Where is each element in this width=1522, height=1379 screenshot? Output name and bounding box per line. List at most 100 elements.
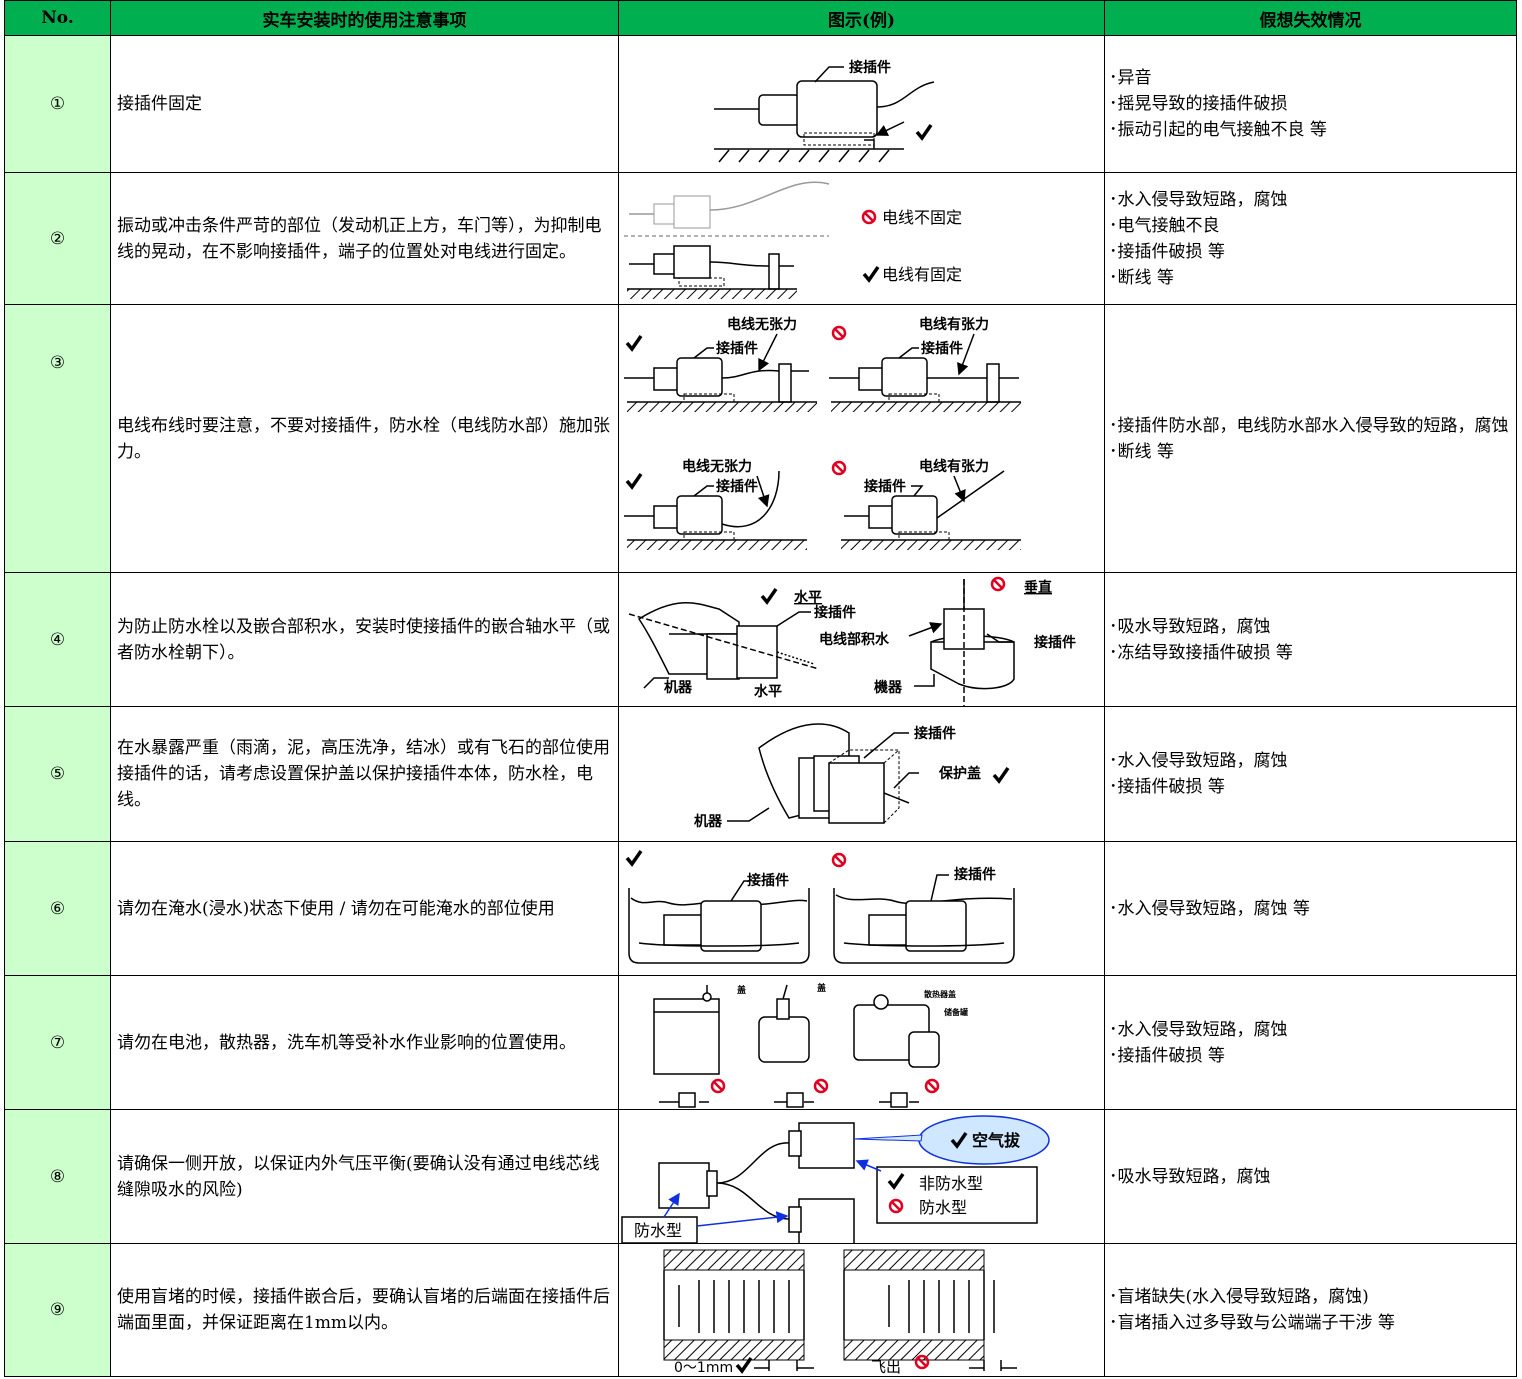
failure-item: ･吸水导致短路，腐蚀 [1109, 616, 1271, 637]
failure-cell: ･吸水导致短路，腐蚀 [1104, 1109, 1517, 1244]
precaution-cell: 在水暴露严重（雨滴，泥，高压洗净，结冰）或有飞石的部位使用接插件的话，请考虑设置… [110, 706, 619, 842]
precaution-cell: 请勿在淹水(浸水)状态下使用 / 请勿在可能淹水的部位使用 [110, 841, 619, 976]
header-cell: 图示(例) [618, 0, 1105, 36]
row: ④ 为防止防水栓以及嵌合部积水，安装时使接插件的嵌合轴水平（或者防水栓朝下）。 … [4, 572, 1517, 707]
no-cell: ④ [4, 572, 111, 707]
failure-item: ･接插件破损 等 [1109, 241, 1225, 262]
figure-label: 防水型 [634, 1221, 682, 1240]
figure-label: 飞出 [871, 1358, 901, 1376]
precaution-cell: 请确保一侧开放，以保证内外气压平衡(要确认没有通过电线芯线缝隙吸水的风险) [110, 1109, 619, 1244]
figure-label: 机器 [664, 679, 693, 696]
figure-label: 接插件 [849, 59, 891, 76]
figure-cell: 水平 接插件 电线部积水 机器 水平 垂直 接插件 機器 [618, 572, 1105, 707]
figure-cell: 接插件 接插件 [618, 841, 1105, 976]
diagram-b: 电线有张力 接插件 [829, 316, 1021, 412]
row: ② 振动或冲击条件严苛的部位（发动机正上方，车门等），为抑制电线的晃动，在不影响… [4, 172, 1517, 305]
figure-cell: 电线不固定 电线有固定 [618, 172, 1105, 305]
figure-label: 接插件 [716, 478, 758, 495]
figure-cell: 接插件 保护盖 机器 [618, 706, 1105, 842]
failure-item: ･摇晃导致的接插件破损 [1109, 94, 1288, 114]
figure-label: 機器 [874, 679, 903, 696]
precaution-cell: 振动或冲击条件严苛的部位（发动机正上方，车门等），为抑制电线的晃动，在不影响接插… [110, 172, 619, 305]
failure-cell: ･水入侵导致短路，腐蚀 等 [1104, 841, 1517, 976]
figure-label: 接插件 [914, 725, 956, 742]
failure-cell: ･水入侵导致短路，腐蚀 ･电气接触不良 ･接插件破损 等 ･断线 等 [1104, 172, 1517, 305]
figure-label: 水平 [794, 589, 822, 606]
failure-item: ･异音 [1109, 68, 1152, 88]
failure-item: ･断线 等 [1109, 267, 1174, 288]
diagram-a: 电线无张力 接插件 [624, 316, 817, 412]
no-cell: ⑤ [4, 706, 111, 842]
figure-label: 储备罐 [943, 1007, 968, 1017]
failure-item: ･接插件防水部，电线防水部水入侵导致的短路，腐蚀 [1109, 415, 1509, 436]
figure-label: 空气拔 [972, 1131, 1021, 1150]
header-row: No. 实车安装时的使用注意事项 图示(例) 假想失效情况 [4, 0, 1517, 36]
figure-label: 接插件 [864, 478, 906, 495]
figure: 电线无张力 接插件 电线有张力 接插件 电线无张力 接插件 电线有张力 接插件 [624, 316, 1021, 550]
figure-label: 接插件 [954, 866, 996, 883]
failure-item: ･吸水导致短路，腐蚀 [1109, 1166, 1271, 1187]
row: ① 接插件固定 接插件 ･异音 ･摇晃导致的接插件破损 ･振动引起的电气接触不良 等 [4, 35, 1517, 173]
figure: 接插件 [714, 59, 935, 162]
figure-label: 散热器盖 [924, 989, 956, 999]
row: ⑦ 请勿在电池，散热器，洗车机等受补水作业影响的位置使用。 盖 盖 散热器盖 储… [4, 975, 1517, 1110]
precaution-cell: 电线布线时要注意，不要对接插件，防水栓（电线防水部）施加张力。 [110, 304, 619, 573]
row: ⑤ 在水暴露严重（雨滴，泥，高压洗净，结冰）或有飞石的部位使用接插件的话，请考虑… [4, 706, 1517, 842]
failure-item: ･水入侵导致短路，腐蚀 [1109, 189, 1288, 210]
precaution-table: No. 实车安装时的使用注意事项 图示(例) 假想失效情况 ① 接插件固定 接插… [4, 0, 1517, 1377]
failure-item: ･断线 等 [1109, 441, 1174, 462]
no-cell: ② [4, 172, 111, 305]
failure-item: ･接插件破损 等 [1109, 777, 1225, 797]
failure-item: ･接插件破损 等 [1109, 1045, 1225, 1066]
failure-item: ･电气接触不良 [1109, 215, 1220, 236]
header-cell: 假想失效情况 [1104, 0, 1517, 36]
failure-item: ･水入侵导致短路，腐蚀 [1109, 1019, 1288, 1040]
failure-cell: ･水入侵导致短路，腐蚀 ･接插件破损 等 [1104, 706, 1517, 842]
precaution-cell: 请勿在电池，散热器，洗车机等受补水作业影响的位置使用。 [110, 975, 619, 1110]
figure: 水平 接插件 电线部积水 机器 水平 垂直 接插件 機器 [628, 576, 1076, 706]
failure-item: ･盲堵缺失(水入侵导致短路，腐蚀) [1109, 1287, 1369, 1307]
figure: 0～1mm 飞出 [663, 1249, 1017, 1376]
no-cell: ⑨ [4, 1243, 111, 1377]
figure-label: 防水型 [919, 1198, 967, 1217]
figure-label: 非防水型 [919, 1174, 983, 1193]
failure-cell: ･接插件防水部，电线防水部水入侵导致的短路，腐蚀 ･断线 等 [1104, 304, 1517, 573]
figure: 空气拔 非防水型 防水型 防水型 [621, 1114, 1050, 1243]
failure-cell: ･异音 ･摇晃导致的接插件破损 ･振动引起的电气接触不良 等 [1104, 35, 1517, 173]
header-cell: No. [4, 0, 111, 36]
figure-label: 接插件 [814, 604, 856, 621]
figure-label: 电线无张力 [727, 316, 797, 333]
row: ⑥ 请勿在淹水(浸水)状态下使用 / 请勿在可能淹水的部位使用 接插件 接插件 … [4, 841, 1517, 976]
figure-label: 接插件 [921, 340, 963, 357]
figure: 接插件 接插件 [625, 848, 1015, 964]
no-cell: ⑥ [4, 841, 111, 976]
drip-row [659, 1078, 940, 1108]
failure-item: ･水入侵导致短路，腐蚀 [1109, 751, 1288, 771]
figure-label: 盖 [737, 984, 746, 996]
figure-label: 电线部积水 [819, 631, 890, 648]
header-cell: 实车安装时的使用注意事项 [110, 0, 619, 36]
figure-label: 接插件 [747, 872, 789, 889]
failure-item: ･振动引起的电气接触不良 等 [1109, 120, 1327, 140]
figure-label: 保护盖 [938, 765, 981, 782]
no-cell: ⑦ [4, 975, 111, 1110]
figure-label: 0～1mm [674, 1360, 733, 1376]
figure-label: 垂直 [1024, 579, 1052, 596]
no-cell: ③ [4, 304, 111, 573]
row: ⑧ 请确保一侧开放，以保证内外气压平衡(要确认没有通过电线芯线缝隙吸水的风险) … [4, 1109, 1517, 1244]
row: ⑨ 使用盲堵的时候，接插件嵌合后，要确认盲堵的后端面在接插件后端面里面，并保证距… [4, 1243, 1517, 1377]
failure-cell: ･盲堵缺失(水入侵导致短路，腐蚀) ･盲堵插入过多导致与公端端子干涉 等 [1104, 1243, 1517, 1377]
precaution-cell: 为防止防水栓以及嵌合部积水，安装时使接插件的嵌合轴水平（或者防水栓朝下）。 [110, 572, 619, 707]
figure-label: 电线无张力 [682, 458, 752, 475]
diagram-d: 电线有张力 接插件 [831, 458, 1021, 550]
figure: 接插件 保护盖 机器 [694, 722, 1010, 830]
no-cell: ⑧ [4, 1109, 111, 1244]
figure-label: 盖 [817, 982, 826, 994]
no-cell: ① [4, 35, 111, 173]
figure: 盖 盖 散热器盖 储备罐 [653, 982, 968, 1108]
figure-cell: 接插件 [618, 35, 1105, 173]
failure-item: ･水入侵导致短路，腐蚀 等 [1109, 898, 1310, 919]
precaution-cell: 使用盲堵的时候，接插件嵌合后，要确认盲堵的后端面在接插件后端面里面，并保证距离在… [110, 1243, 619, 1377]
failure-cell: ･吸水导致短路，腐蚀 ･冻结导致接插件破损 等 [1104, 572, 1517, 707]
